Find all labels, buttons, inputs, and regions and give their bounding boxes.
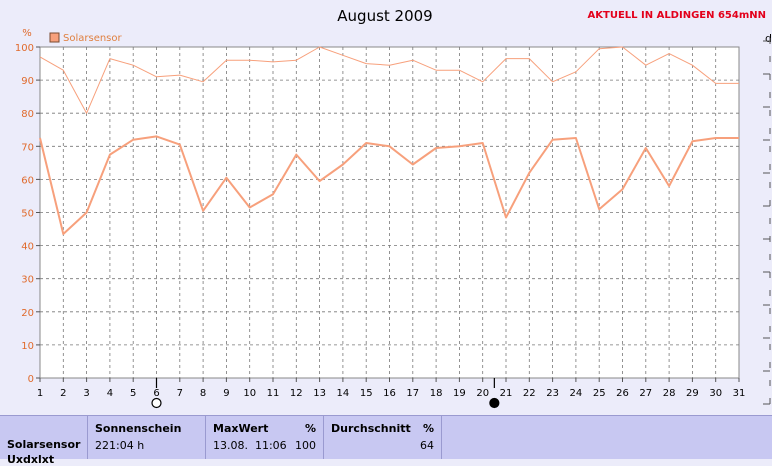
durchschnitt-value: 64 [420, 439, 434, 452]
maxwert-cell: MaxWert % 13.08. 11:06 100 [205, 416, 323, 459]
new-moon-icon [489, 397, 500, 409]
x-tick-label: 6 [153, 388, 159, 399]
x-tick-label: 14 [337, 388, 350, 399]
series-line-0 [39, 135, 739, 235]
x-tick-label: 20 [476, 388, 489, 399]
x-tick-label: 9 [223, 388, 229, 399]
x-tick-label: 13 [313, 388, 326, 399]
y-tick-label: 100 [15, 43, 34, 54]
right-axis-label: d [765, 32, 772, 45]
x-tick-label: 27 [639, 388, 652, 399]
x-tick-label: 29 [686, 388, 699, 399]
y-tick-label: 10 [21, 341, 34, 352]
moon-markers [151, 378, 500, 409]
stats-empty-cell [441, 416, 772, 459]
y-tick-label: 50 [21, 209, 34, 220]
y-axis: 0 10 20 30 40 50 60 70 80 90 100 [15, 43, 40, 385]
stats-row-header: Solarsensor Uxdxlxt [0, 416, 87, 466]
series-line-1 [39, 46, 739, 114]
sonnenschein-cell: Sonnenschein 221:04 h [87, 416, 205, 459]
x-tick-label: 23 [546, 388, 559, 399]
x-tick-label: 7 [177, 388, 183, 399]
x-tick-label: 15 [360, 388, 373, 399]
x-tick-label: 26 [616, 388, 629, 399]
stats-row-label: Solarsensor [7, 438, 81, 451]
legend-label: Solarsensor [63, 33, 123, 44]
y-tick-label: 90 [21, 76, 34, 87]
x-tick-label: 19 [453, 388, 466, 399]
x-tick-label: 4 [107, 388, 113, 399]
x-axis: 1 2 3 4 5 6 7 8 9 10 11 12 13 14 15 16 17 18 19 20 21 22 23 24 2… [37, 378, 746, 399]
grid [40, 47, 739, 378]
y-tick-label: 0 [28, 374, 34, 385]
stats-panel: Solarsensor Uxdxlxt Sonnenschein 221:04 … [0, 415, 772, 466]
x-tick-label: 11 [267, 388, 280, 399]
maxwert-date: 13.08. 11:06 [213, 439, 287, 452]
chart-title: August 2009 [337, 7, 432, 25]
right-axis [763, 38, 771, 415]
x-tick-label: 1 [37, 388, 43, 399]
durchschnitt-cell: Durchschnitt % 64 [323, 416, 441, 459]
x-tick-label: 25 [593, 388, 606, 399]
station-label: AKTUELL IN ALDINGEN 654mNN [588, 10, 766, 21]
x-tick-label: 5 [130, 388, 136, 399]
x-tick-label: 28 [663, 388, 676, 399]
x-tick-label: 22 [523, 388, 536, 399]
x-tick-label: 2 [60, 388, 66, 399]
x-tick-label: 24 [570, 388, 583, 399]
maxwert-unit: % [304, 422, 316, 435]
x-tick-label: 30 [709, 388, 722, 399]
x-tick-label: 21 [500, 388, 513, 399]
y-tick-label: 80 [21, 109, 34, 120]
sonnenschein-header: Sonnenschein [95, 422, 182, 435]
x-tick-label: 12 [290, 388, 303, 399]
x-tick-label: 10 [243, 388, 256, 399]
y-axis-unit: % [22, 28, 32, 39]
maxwert-header: MaxWert [213, 422, 269, 435]
stats-row-label-2: Uxdxlxt [7, 453, 55, 466]
x-tick-label: 3 [83, 388, 89, 399]
x-tick-label: 31 [733, 388, 746, 399]
legend-swatch [49, 32, 60, 43]
y-tick-label: 30 [21, 275, 34, 286]
y-tick-label: 70 [21, 142, 34, 153]
sonnenschein-value: 221:04 h [95, 439, 145, 452]
x-tick-label: 17 [406, 388, 419, 399]
x-tick-label: 18 [430, 388, 443, 399]
y-tick-label: 20 [21, 308, 34, 319]
full-moon-icon [151, 397, 162, 409]
durchschnitt-unit: % [422, 422, 434, 435]
x-tick-label: 8 [200, 388, 206, 399]
y-tick-label: 60 [21, 175, 34, 186]
maxwert-value: 100 [295, 439, 316, 452]
x-tick-label: 16 [383, 388, 396, 399]
durchschnitt-header: Durchschnitt [331, 422, 411, 435]
series-group [39, 46, 739, 235]
y-tick-label: 40 [21, 242, 34, 253]
